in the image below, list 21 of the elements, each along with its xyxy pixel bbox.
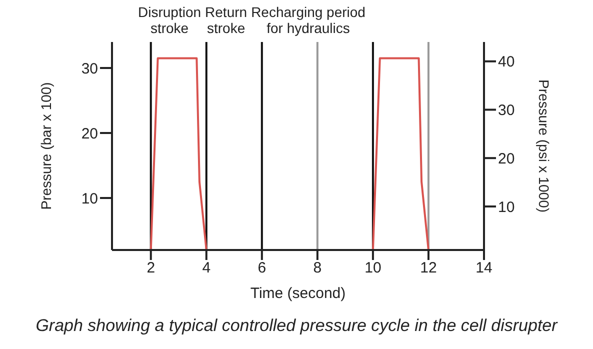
text: Graph showing a typical controlled pressure cycle in the cell disrupter	[34, 316, 559, 336]
x-tick-label: 12	[420, 260, 437, 277]
y2-tick-label: 40	[498, 54, 515, 71]
y-tick-label: 20	[81, 125, 98, 142]
x-tick-label: 2	[146, 260, 156, 277]
y2-tick-label: 10	[498, 198, 515, 216]
y-tick-label: 10	[81, 190, 98, 208]
y2-tick-label: 20	[498, 150, 515, 168]
x-axis-title: Time (second)	[250, 285, 346, 302]
y2-tick-label: 30	[498, 102, 515, 120]
text: Return stroke	[205, 4, 248, 36]
x-tick-label: 4	[202, 260, 211, 277]
text: Disruption stroke	[138, 4, 202, 36]
x-tick-label: 14	[476, 260, 492, 277]
y2-axis-title: Pressure (psi x 1000)	[536, 79, 552, 213]
text: Recharging period for hydraulics	[251, 4, 366, 36]
y-axis-title: Pressure (bar x 100)	[38, 82, 54, 210]
x-tick-label: 8	[313, 260, 322, 277]
x-tick-label: 6	[258, 260, 266, 277]
y-tick-label: 30	[81, 60, 98, 78]
x-tick-label: 10	[364, 260, 382, 277]
